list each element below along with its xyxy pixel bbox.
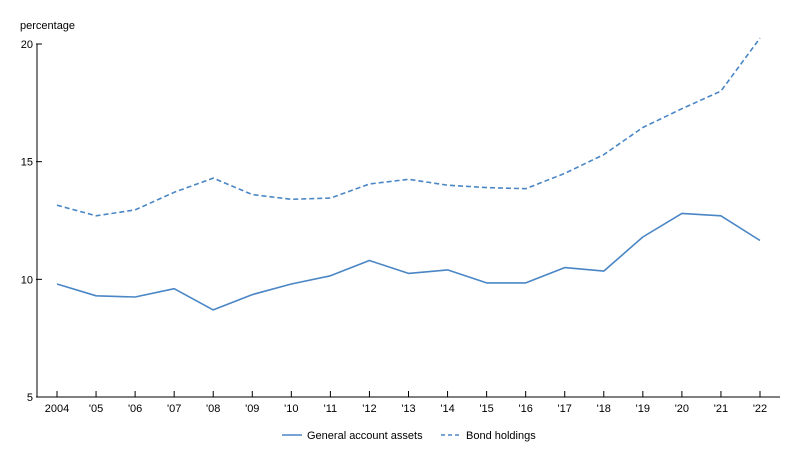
y-tick-label: 20 [21, 39, 33, 51]
x-tick-label: '16 [518, 403, 532, 415]
y-tick-label: 10 [21, 274, 33, 286]
x-tick-label: '17 [558, 403, 572, 415]
y-axis-ticks: 5 10 15 20 [21, 39, 42, 404]
x-axis-ticks: 2004 '05 '06 '07 '08 '09 '10 '11 '12 '13 '14 '15 '16… [45, 391, 767, 415]
series-line-general-account-assets [56, 212, 761, 311]
axes [36, 44, 780, 398]
x-tick-label: '15 [479, 403, 493, 415]
series-layer [56, 37, 761, 311]
x-tick-label: 2004 [45, 403, 69, 415]
x-tick-label: '18 [597, 403, 611, 415]
x-tick-label: '13 [401, 403, 415, 415]
y-axis-unit-label: percentage [20, 20, 75, 32]
y-tick-label: 15 [21, 157, 33, 169]
x-tick-label: '09 [245, 403, 259, 415]
legend-label: Bond holdings [466, 430, 536, 442]
x-tick-label: '06 [128, 403, 142, 415]
series-line-bond-holdings [56, 37, 761, 217]
x-tick-label: '20 [675, 403, 689, 415]
legend: General account assets Bond holdings [282, 430, 536, 442]
x-tick-label: '14 [440, 403, 454, 415]
x-tick-label: '21 [714, 403, 728, 415]
x-tick-label: '22 [753, 403, 767, 415]
x-tick-label: '05 [89, 403, 103, 415]
x-tick-label: '07 [167, 403, 181, 415]
x-tick-label: '19 [636, 403, 650, 415]
x-tick-label: '11 [324, 403, 338, 415]
x-tick-label: '12 [362, 403, 376, 415]
legend-label: General account assets [307, 430, 423, 442]
y-tick-label: 5 [27, 392, 33, 404]
x-tick-label: '10 [284, 403, 298, 415]
x-tick-label: '08 [206, 403, 220, 415]
